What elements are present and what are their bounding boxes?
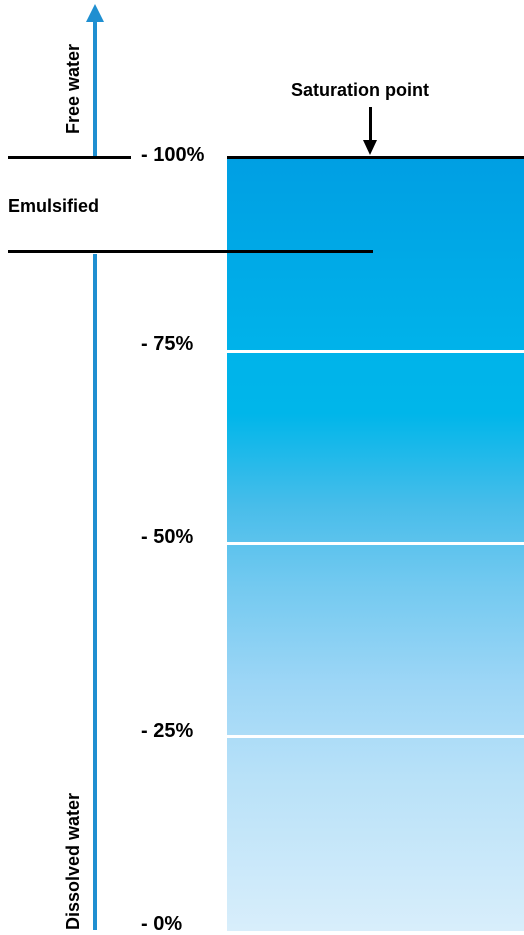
- divider-75: [227, 350, 524, 353]
- dissolved-water-line: [93, 254, 97, 930]
- line-100-percent: [8, 156, 131, 159]
- tick-25: - 25%: [141, 720, 194, 742]
- emulsified-boundary-line: [8, 250, 373, 253]
- tick-75: - 75%: [141, 333, 194, 355]
- saturation-column: [227, 159, 524, 931]
- tick-100: - 100%: [141, 144, 205, 166]
- divider-50: [227, 542, 524, 545]
- tick-50: - 50%: [141, 526, 194, 548]
- saturation-arrow-stem: [369, 107, 372, 143]
- divider-25: [227, 735, 524, 738]
- saturation-arrow-down-icon: [363, 140, 377, 155]
- free-water-arrowhead-icon: [86, 4, 104, 22]
- saturation-point-label: Saturation point: [291, 80, 429, 100]
- emulsified-label: Emulsified: [8, 196, 100, 216]
- free-water-label: Free water: [63, 43, 83, 134]
- free-water-arrow-line: [93, 18, 97, 157]
- saturation-line: [227, 156, 524, 159]
- tick-0: - 0%: [141, 913, 183, 935]
- dissolved-water-label: Dissolved water: [63, 792, 83, 930]
